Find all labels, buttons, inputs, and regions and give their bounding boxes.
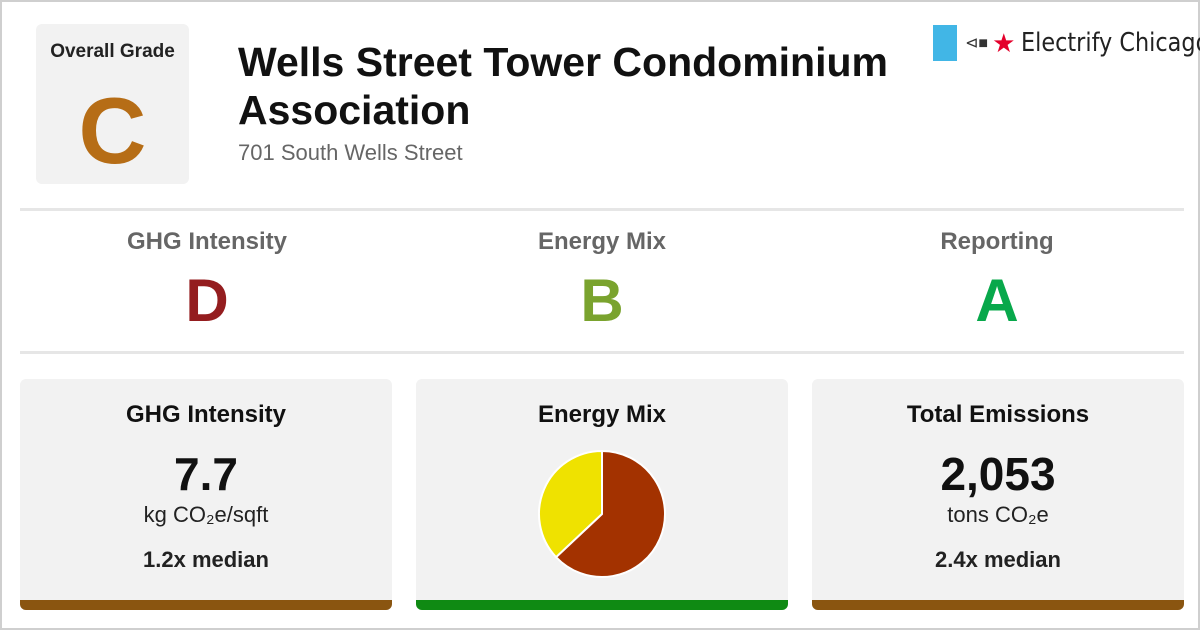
ghg-intensity-card: GHG Intensity 7.7 kg CO₂e/sqft 1.2x medi… (20, 379, 392, 610)
building-name: Wells Street Tower Condominium Associati… (238, 39, 888, 133)
electrify-chicago-logo[interactable]: ⊲■ ★ Electrify Chicago (933, 24, 1200, 62)
total-emissions-card: Total Emissions 2,053 tons CO₂e 2.4x med… (812, 379, 1184, 610)
energy-mix-pie-chart (538, 449, 666, 578)
subgrade-ghg: GHG Intensity D (17, 228, 397, 334)
plug-icon: ⊲■ (965, 35, 989, 52)
subgrade-ghg-letter: D (185, 267, 229, 334)
subgrade-reporting-letter: A (975, 267, 1019, 334)
ghg-card-unit: kg CO₂e/sqft (143, 502, 269, 527)
chicago-flag-icon (933, 25, 957, 61)
mix-card-bar (416, 600, 788, 610)
overall-grade-box: Overall Grade C (36, 24, 189, 184)
emissions-card-value: 2,053 (940, 448, 1056, 500)
emissions-card-title: Total Emissions (906, 401, 1090, 428)
divider-top (20, 208, 1184, 211)
logo-text: Electrify Chicago (1021, 28, 1200, 58)
emissions-card-bar (812, 600, 1184, 610)
subgrade-reporting: Reporting A (807, 228, 1187, 334)
building-address: 701 South Wells Street (238, 140, 463, 165)
subgrade-energy-mix: Energy Mix B (412, 228, 792, 334)
overall-grade-letter: C (78, 78, 147, 183)
pie-slice-0 (554, 449, 666, 578)
subgrade-reporting-label: Reporting (940, 228, 1054, 255)
mix-card-title: Energy Mix (537, 401, 667, 428)
ghg-card-bar (20, 600, 392, 610)
overall-grade-label: Overall Grade (50, 41, 175, 62)
subgrade-energy-mix-label: Energy Mix (537, 228, 667, 255)
subgrade-ghg-label: GHG Intensity (126, 228, 288, 255)
emissions-card-unit: tons CO₂e (947, 502, 1049, 527)
red-star-icon: ★ (992, 28, 1016, 58)
pie-slice-1 (538, 449, 603, 559)
emissions-card-median: 2.4x median (935, 547, 1061, 572)
ghg-card-median: 1.2x median (143, 547, 269, 572)
energy-mix-card: Energy Mix (416, 379, 788, 610)
subgrade-energy-mix-letter: B (580, 267, 624, 334)
ghg-card-value: 7.7 (174, 448, 238, 500)
divider-middle (20, 351, 1184, 354)
ghg-card-title: GHG Intensity (125, 401, 287, 428)
